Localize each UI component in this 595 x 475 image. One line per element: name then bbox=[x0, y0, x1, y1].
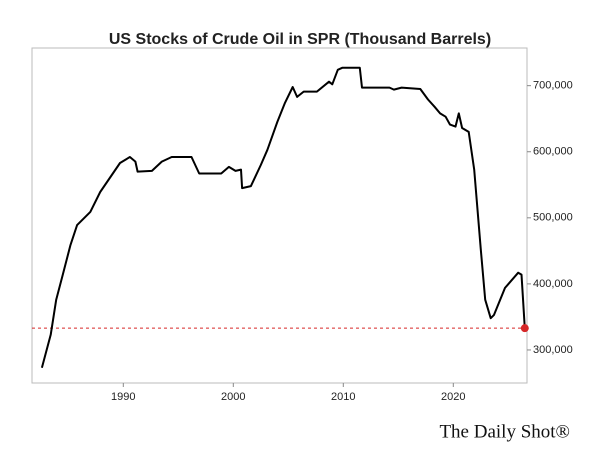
x-tick-label: 2020 bbox=[441, 391, 465, 403]
x-tick-label: 1990 bbox=[111, 391, 135, 403]
y-tick-label: 300,000 bbox=[533, 344, 573, 356]
x-tick-label: 2000 bbox=[221, 391, 245, 403]
source: The Daily Shot® bbox=[439, 421, 570, 442]
line-series bbox=[40, 66, 526, 369]
plot-frame bbox=[31, 47, 528, 384]
y-tick-label: 700,000 bbox=[533, 80, 573, 92]
y-tick-label: 600,000 bbox=[533, 146, 573, 158]
y-tick-label: 400,000 bbox=[533, 278, 573, 290]
x-tick-label: 2010 bbox=[331, 391, 355, 403]
chart-title: US Stocks of Crude Oil in SPR (Thousand … bbox=[109, 31, 491, 48]
y-tick-label: 500,000 bbox=[533, 212, 573, 224]
last-point bbox=[520, 324, 529, 333]
